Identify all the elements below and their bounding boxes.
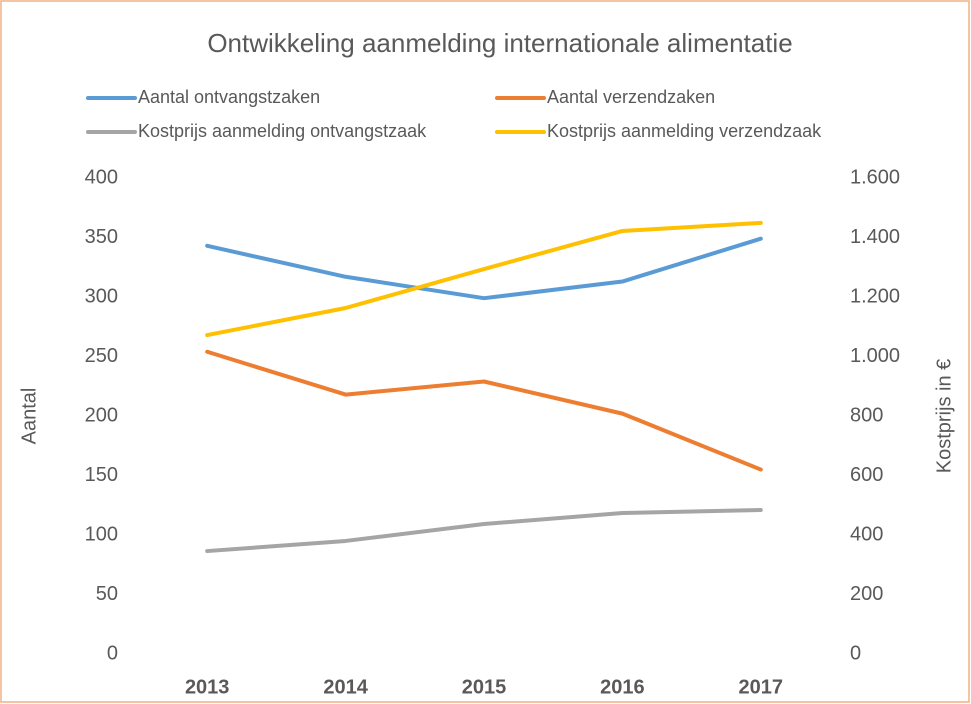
series-line <box>205 349 763 472</box>
y-tick-label: 250 <box>85 345 118 367</box>
y-axis-label: Aantal <box>18 388 40 445</box>
y2-tick-label: 1.200 <box>850 285 900 307</box>
y2-tick-label: 1.400 <box>850 226 900 248</box>
x-tick-label: 2013 <box>185 676 230 698</box>
y2-tick-label: 600 <box>850 464 883 486</box>
legend-label: Aantal verzendzaken <box>547 87 715 107</box>
y2-tick-label: 400 <box>850 523 883 545</box>
series-line <box>205 236 763 301</box>
y2-tick-label: 200 <box>850 583 883 605</box>
y-tick-label: 50 <box>96 583 118 605</box>
y-tick-label: 200 <box>85 404 118 426</box>
y-tick-label: 300 <box>85 285 118 307</box>
x-tick-label: 2016 <box>600 676 645 698</box>
y2-axis-label: Kostprijs in € <box>933 359 955 474</box>
legend-label: Aantal ontvangstzaken <box>138 87 320 107</box>
y2-tick-label: 0 <box>850 642 861 664</box>
x-tick-label: 2017 <box>739 676 784 698</box>
series-line <box>205 220 763 338</box>
x-tick-label: 2015 <box>462 676 507 698</box>
x-tick-label: 2014 <box>323 676 368 698</box>
y2-tick-label: 800 <box>850 404 883 426</box>
legend-label: Kostprijs aanmelding verzendzaak <box>547 121 822 141</box>
y-tick-label: 350 <box>85 226 118 248</box>
y-tick-label: 0 <box>107 642 118 664</box>
chart-title: Ontwikkeling aanmelding internationale a… <box>207 28 792 58</box>
y2-tick-label: 1.000 <box>850 345 900 367</box>
legend-label: Kostprijs aanmelding ontvangstzaak <box>138 121 427 141</box>
y-tick-label: 100 <box>85 523 118 545</box>
y-tick-label: 400 <box>85 166 118 188</box>
series-line <box>205 508 763 554</box>
y2-tick-label: 1.600 <box>850 166 900 188</box>
y-tick-label: 150 <box>85 464 118 486</box>
